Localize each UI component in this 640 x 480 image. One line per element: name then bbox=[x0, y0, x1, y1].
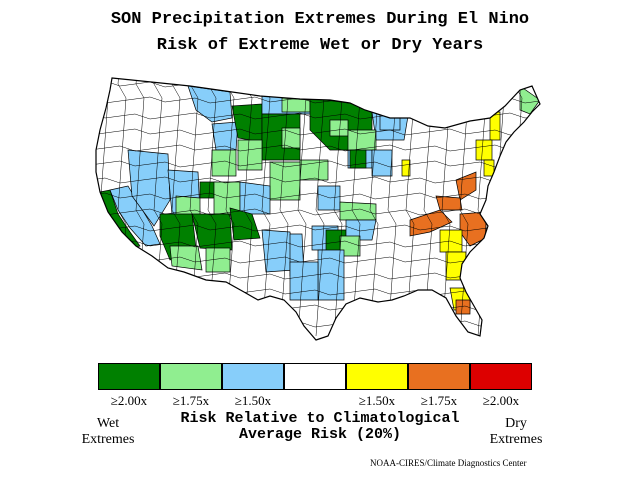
climate-division-weak-wet bbox=[379, 109, 401, 131]
wet-extremes-label: Wet Extremes bbox=[78, 416, 138, 448]
division-line bbox=[261, 78, 271, 337]
legend-label-weak-dry: ≥1.50x bbox=[358, 393, 396, 408]
climate-division-moderate-wet bbox=[347, 129, 377, 151]
climate-division-moderate-wet bbox=[205, 247, 231, 273]
legend-swatch-moderate-dry bbox=[408, 363, 470, 390]
legend-label-strong-wet: ≥2.00x bbox=[110, 393, 148, 408]
climate-division-weak-dry bbox=[445, 251, 467, 281]
climate-division-moderate-wet bbox=[211, 149, 237, 177]
legend-label-moderate-dry: ≥1.75x bbox=[420, 393, 458, 408]
climate-division-moderate-wet bbox=[281, 127, 301, 149]
climate-division-moderate-wet bbox=[237, 139, 263, 171]
division-line bbox=[96, 224, 540, 232]
climate-division-moderate-dry bbox=[455, 299, 471, 315]
climate-division-weak-dry bbox=[475, 139, 493, 161]
climate-division-weak-dry bbox=[401, 159, 411, 177]
wet-label-line1: Wet bbox=[96, 416, 120, 431]
climate-division-strong-wet bbox=[349, 149, 367, 169]
division-line bbox=[96, 160, 540, 168]
climate-division-weak-dry bbox=[483, 159, 495, 177]
caption-line2: Average Risk (20%) bbox=[238, 426, 402, 443]
climate-division-weak-wet bbox=[317, 185, 341, 211]
division-line bbox=[96, 128, 540, 136]
map-title: SON Precipitation Extremes During El Nin… bbox=[110, 10, 530, 29]
legend-swatch-weak-dry bbox=[346, 363, 408, 390]
dry-label-line2: Extremes bbox=[489, 432, 543, 447]
climate-division-weak-wet bbox=[345, 219, 377, 241]
division-line bbox=[243, 78, 253, 337]
us-outline bbox=[95, 77, 541, 341]
division-line bbox=[279, 78, 289, 337]
climate-division-weak-dry bbox=[439, 229, 463, 253]
legend-swatch-strong-wet bbox=[98, 363, 160, 390]
division-line bbox=[315, 78, 325, 337]
legend-label-strong-dry: ≥2.00x bbox=[482, 393, 520, 408]
caption-line1: Risk Relative to Climatological bbox=[180, 410, 460, 427]
climate-division-moderate-dry bbox=[435, 195, 463, 211]
division-line bbox=[96, 192, 540, 200]
climate-division-weak-dry bbox=[437, 78, 449, 87]
climate-division-moderate-wet bbox=[169, 245, 203, 271]
legend-swatch-strong-dry bbox=[470, 363, 532, 390]
division-line bbox=[96, 240, 540, 248]
climate-division-strong-wet bbox=[199, 181, 217, 199]
climate-division-strong-wet bbox=[229, 207, 261, 241]
legend-swatch-weak-wet bbox=[222, 363, 284, 390]
legend-swatch-moderate-wet bbox=[160, 363, 222, 390]
dry-extremes-label: Dry Extremes bbox=[480, 416, 552, 448]
division-line bbox=[96, 208, 540, 216]
wet-label-line2: Extremes bbox=[81, 432, 135, 447]
credit-text: NOAA-CIRES/Climate Diagnostics Center bbox=[370, 458, 527, 468]
legend-label-moderate-wet: ≥1.75x bbox=[172, 393, 210, 408]
climate-division-weak-wet bbox=[371, 149, 393, 177]
climate-division-moderate-wet bbox=[269, 161, 301, 201]
climate-division-moderate-wet bbox=[329, 119, 349, 137]
dry-label-line1: Dry bbox=[505, 416, 527, 431]
climate-division-weak-wet bbox=[289, 261, 319, 301]
division-line bbox=[96, 176, 540, 184]
legend-swatch-neutral bbox=[284, 363, 346, 390]
division-line bbox=[96, 144, 540, 152]
legend-label-weak-wet: ≥1.50x bbox=[234, 393, 272, 408]
map-subtitle: Risk of Extreme Wet or Dry Years bbox=[156, 36, 484, 55]
